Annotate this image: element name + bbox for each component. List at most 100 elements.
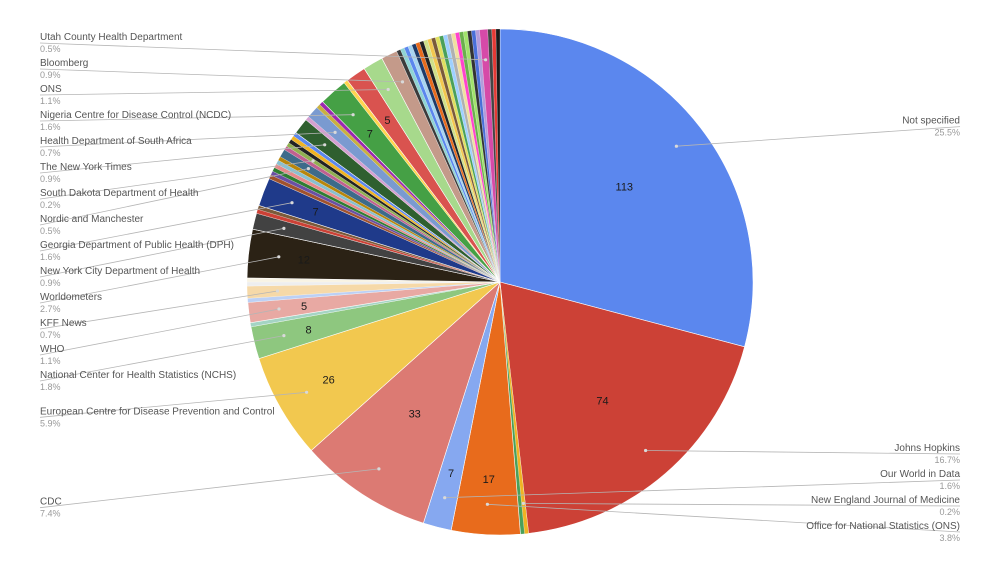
- leader-dot-nordic-and-manchester: [306, 167, 310, 171]
- label-name-bloomberg: Bloomberg: [40, 58, 88, 69]
- label-name-nigeria-centre-for-disease-control-ncdc: Nigeria Centre for Disease Control (NCDC…: [40, 110, 231, 121]
- leader-lines: [39, 42, 961, 533]
- label-percent-the-new-york-times: 0.9%: [40, 174, 61, 184]
- label-percent-new-york-city-department-of-health: 0.9%: [40, 278, 61, 288]
- leader-dot-nigeria-centre-for-disease-control-ncdc: [351, 113, 355, 117]
- leader-dot-new-england-journal-of-medicine: [521, 501, 526, 505]
- label-percent-utah-county-health-department: 0.5%: [40, 44, 61, 54]
- label-name-not-specified: Not specified: [902, 116, 960, 127]
- leader-dot-national-center-for-health-statistics-nchs: [282, 334, 286, 338]
- label-name-the-new-york-times: The New York Times: [40, 162, 132, 173]
- leader-line-our-world-in-data: [444, 479, 961, 499]
- label-percent-european-centre-for-disease-prevention-and-control: 5.9%: [40, 418, 61, 428]
- label-percent-ons: 1.1%: [40, 96, 61, 106]
- label-percent-not-specified: 25.5%: [934, 128, 960, 138]
- leader-dot-georgia-department-of-public-health-dph: [290, 201, 294, 205]
- slice-value-worldometers: 12: [298, 255, 310, 267]
- label-percent-our-world-in-data: 1.6%: [939, 481, 960, 491]
- leader-line-national-center-for-health-statistics-nchs: [39, 335, 284, 382]
- leader-dot-johns-hopkins: [644, 448, 648, 453]
- leader-dot-cdc: [377, 467, 381, 471]
- label-percent-georgia-department-of-public-health-dph: 1.6%: [40, 252, 61, 262]
- leader-dot-kff-news: [275, 289, 280, 293]
- leader-dot-the-new-york-times: [323, 143, 327, 147]
- leader-dot-utah-county-health-department: [484, 58, 488, 62]
- label-name-south-dakota-department-of-health: South Dakota Department of Health: [40, 188, 198, 199]
- label-percent-johns-hopkins: 16.7%: [934, 455, 960, 465]
- label-name-utah-county-health-department: Utah County Health Department: [40, 32, 183, 43]
- slice-name-labels: Utah County Health Department0.5%Bloombe…: [40, 32, 960, 543]
- label-name-new-england-journal-of-medicine: New England Journal of Medicine: [811, 495, 960, 506]
- leader-line-new-york-city-department-of-health: [39, 228, 284, 278]
- slice-value-39: 5: [384, 115, 390, 127]
- label-percent-nordic-and-manchester: 0.5%: [40, 226, 61, 236]
- leader-line-south-dakota-department-of-health: [39, 160, 314, 200]
- label-name-johns-hopkins: Johns Hopkins: [894, 443, 960, 454]
- slice-value-cdc: 33: [409, 409, 421, 421]
- leader-line-worldometers: [39, 256, 279, 304]
- label-name-kff-news: KFF News: [40, 318, 87, 329]
- label-name-european-centre-for-disease-prevention-and-control: European Centre for Disease Prevention a…: [40, 406, 275, 417]
- slice-value-our-world-in-data: 7: [448, 468, 454, 480]
- leader-line-the-new-york-times: [39, 144, 325, 174]
- slice-value-who: 5: [301, 301, 307, 313]
- leader-line-georgia-department-of-public-health-dph: [39, 202, 293, 252]
- leader-line-utah-county-health-department: [39, 42, 486, 61]
- leader-dot-office-for-national-statistics-ons: [485, 502, 489, 506]
- label-percent-health-department-of-south-africa: 0.7%: [40, 148, 61, 158]
- leader-dot-not-specified: [674, 144, 679, 148]
- leader-line-cdc: [39, 468, 379, 509]
- label-name-our-world-in-data: Our World in Data: [880, 469, 960, 480]
- leader-line-nigeria-centre-for-disease-control-ncdc: [39, 114, 354, 122]
- leader-dot-our-world-in-data: [443, 496, 447, 500]
- label-name-national-center-for-health-statistics-nchs: National Center for Health Statistics (N…: [40, 370, 236, 381]
- label-percent-who: 1.1%: [40, 356, 61, 366]
- slice-value-georgia-department-of-public-health-dph: 7: [313, 207, 319, 219]
- label-name-cdc: CDC: [40, 497, 62, 508]
- leader-line-office-for-national-statistics-ons: [487, 503, 961, 533]
- leader-line-bloomberg: [39, 68, 403, 83]
- label-percent-national-center-for-health-statistics-nchs: 1.8%: [40, 382, 61, 392]
- slice-value-office-for-national-statistics-ons: 17: [483, 474, 495, 486]
- label-percent-worldometers: 2.7%: [40, 304, 61, 314]
- label-percent-office-for-national-statistics-ons: 3.8%: [939, 533, 960, 543]
- slice-value-not-specified: 113: [616, 181, 634, 193]
- label-name-georgia-department-of-public-health-dph: Georgia Department of Public Health (DPH…: [40, 240, 234, 251]
- leader-dot-worldometers: [277, 255, 281, 259]
- label-percent-south-dakota-department-of-health: 0.2%: [40, 200, 61, 210]
- leader-dot-european-centre-for-disease-prevention-and-control: [305, 390, 309, 394]
- slice-cdc: [310, 281, 501, 524]
- slice-66: [495, 28, 501, 283]
- leader-dot-bloomberg: [400, 80, 405, 84]
- slice-value-national-center-for-health-statistics-nchs: 8: [305, 325, 311, 337]
- leader-dot-who: [277, 307, 281, 311]
- label-name-new-york-city-department-of-health: New York City Department of Health: [40, 266, 200, 277]
- label-percent-bloomberg: 0.9%: [40, 70, 61, 80]
- leader-line-health-department-of-south-africa: [39, 132, 336, 148]
- label-percent-kff-news: 0.7%: [40, 330, 61, 340]
- label-name-health-department-of-south-africa: Health Department of South Africa: [40, 136, 192, 147]
- leader-line-nordic-and-manchester: [39, 168, 309, 226]
- label-percent-nigeria-centre-for-disease-control-ncdc: 1.6%: [40, 122, 61, 132]
- label-percent-new-england-journal-of-medicine: 0.2%: [939, 507, 960, 517]
- label-name-nordic-and-manchester: Nordic and Manchester: [40, 214, 144, 225]
- label-percent-cdc: 7.4%: [40, 509, 61, 519]
- label-name-who: WHO: [40, 344, 65, 355]
- leader-dot-south-dakota-department-of-health: [311, 159, 315, 163]
- leader-dot-ons: [386, 87, 390, 92]
- pie-slices: [246, 28, 754, 536]
- leader-dot-health-department-of-south-africa: [333, 130, 337, 134]
- slice-value-johns-hopkins: 74: [596, 396, 608, 408]
- leader-line-johns-hopkins: [645, 450, 961, 455]
- leader-line-new-england-journal-of-medicine: [523, 503, 961, 507]
- leader-line-kff-news: [39, 290, 278, 330]
- leader-line-ons: [39, 89, 389, 96]
- slice-value-european-centre-for-disease-prevention-and-control: 26: [322, 375, 334, 387]
- label-name-worldometers: Worldometers: [40, 292, 102, 303]
- slice-johns-hopkins: [499, 281, 745, 534]
- leader-line-not-specified: [676, 126, 961, 147]
- leader-line-european-centre-for-disease-prevention-and-control: [39, 391, 307, 418]
- slice-european-centre-for-disease-prevention-and-control: [258, 281, 501, 451]
